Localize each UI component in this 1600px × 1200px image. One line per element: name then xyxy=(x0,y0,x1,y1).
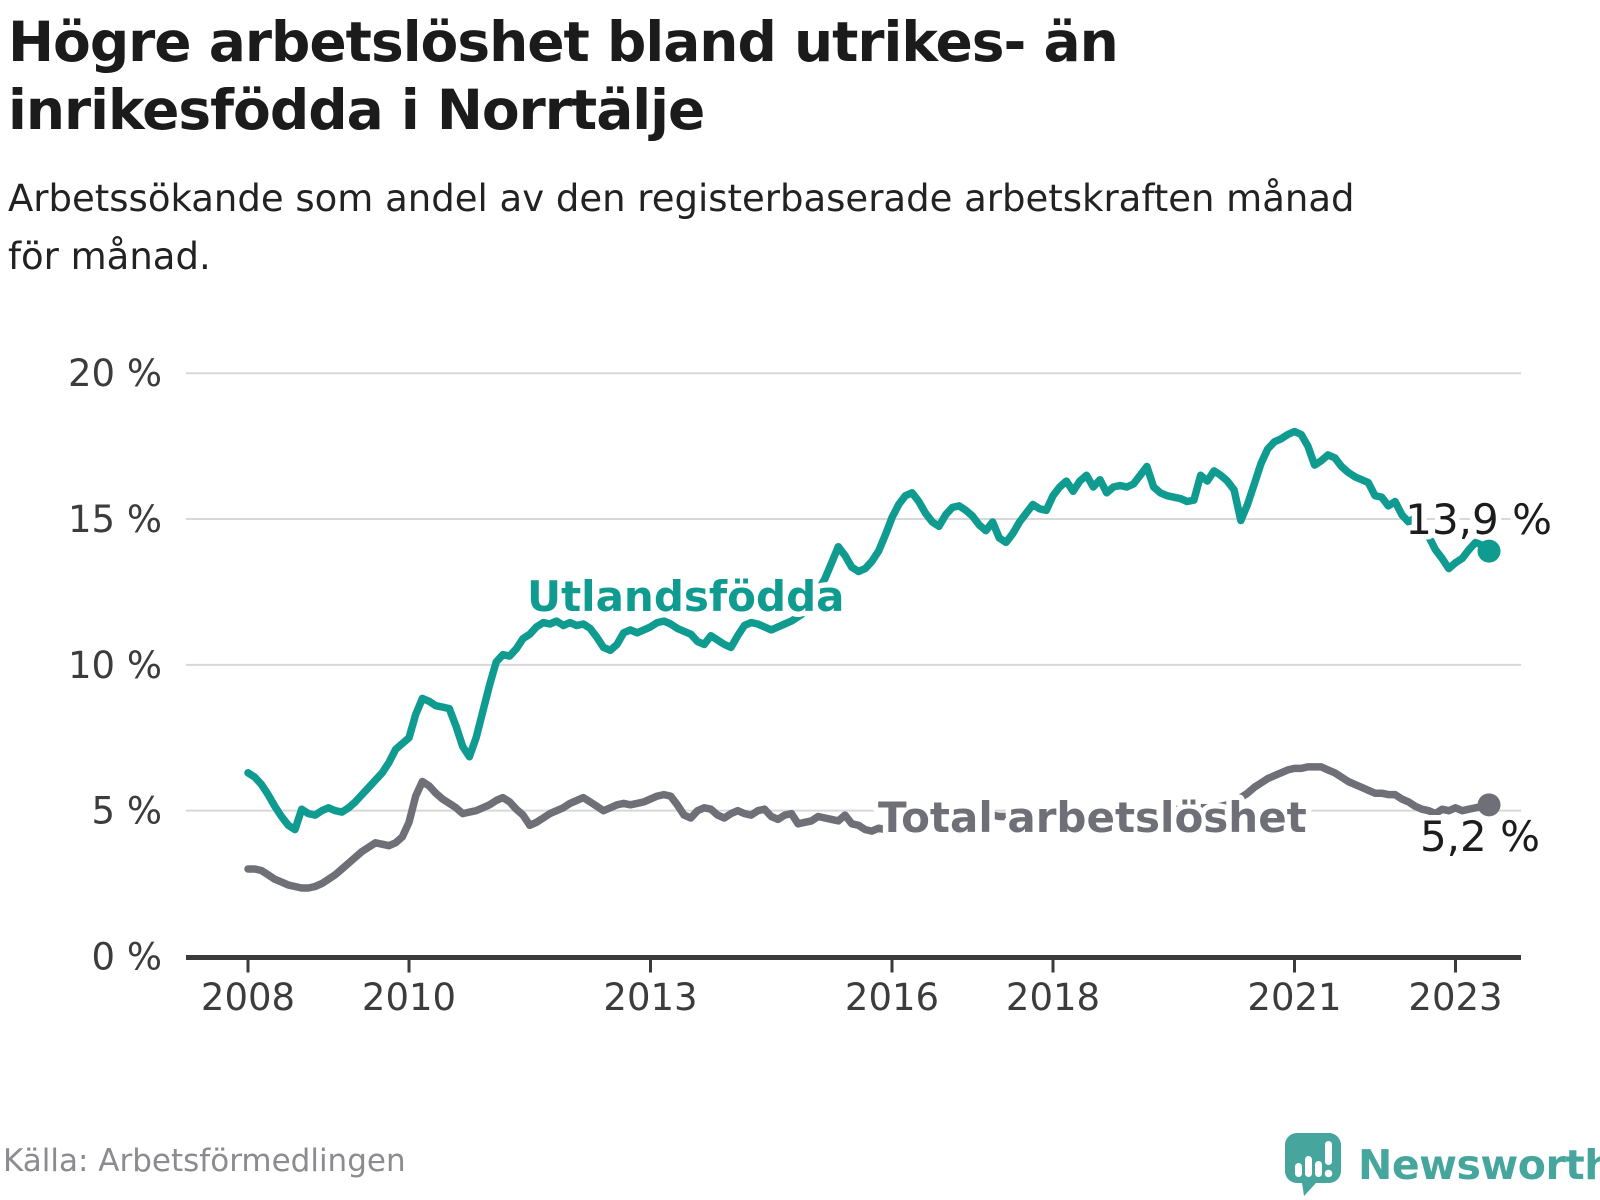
x-axis-label-2021: 2021 xyxy=(1247,976,1341,1019)
series-label-total-arbetsloshet: Total arbetslöshet xyxy=(878,793,1307,842)
chart-subtitle: Arbetssökande som andel av den registerb… xyxy=(8,170,1568,285)
x-axis-label-2013: 2013 xyxy=(603,976,697,1019)
source-note: Källa: Arbetsförmedlingen xyxy=(3,1143,406,1179)
chart-header: Högre arbetslöshet bland utrikes- än inr… xyxy=(8,8,1568,286)
series-end-dot-total xyxy=(1477,793,1501,817)
newsworthy-logo-icon xyxy=(1285,1133,1341,1196)
y-axis-label-5: 5 % xyxy=(92,790,162,833)
title-line-1: Högre arbetslöshet bland utrikes- än xyxy=(8,10,1119,74)
x-axis-label-2008: 2008 xyxy=(201,976,295,1019)
x-axis-label-2016: 2016 xyxy=(845,976,939,1019)
series-label-utlandsfodda: Utlandsfödda xyxy=(527,572,844,621)
series-line-total xyxy=(244,763,1493,892)
y-axis-label-15: 15 % xyxy=(68,498,162,541)
y-axis-label-0: 0 % xyxy=(92,936,162,979)
newsworthy-brand: Newsworthy xyxy=(1284,1132,1600,1198)
y-axis-label-20: 20 % xyxy=(68,352,162,395)
page-title: Högre arbetslöshet bland utrikes- än inr… xyxy=(8,8,1568,144)
x-axis-label-2023: 2023 xyxy=(1408,976,1502,1019)
series-end-dot-utlandsfodda xyxy=(1477,539,1501,563)
subtitle-line-1: Arbetssökande som andel av den registerb… xyxy=(8,177,1355,221)
end-value-label-total: 5,2 % xyxy=(1420,812,1540,861)
subtitle-line-2: för månad. xyxy=(8,235,211,279)
end-value-label-utlandsfodda: 13,9 % xyxy=(1405,495,1552,544)
y-axis-label-10: 10 % xyxy=(68,644,162,687)
brand-name: Newsworthy xyxy=(1358,1141,1600,1189)
x-axis-label-2018: 2018 xyxy=(1006,976,1100,1019)
series-line-utlandsfodda xyxy=(244,427,1493,834)
x-axis-label-2010: 2010 xyxy=(362,976,456,1019)
title-line-2: inrikesfödda i Norrtälje xyxy=(8,78,705,143)
